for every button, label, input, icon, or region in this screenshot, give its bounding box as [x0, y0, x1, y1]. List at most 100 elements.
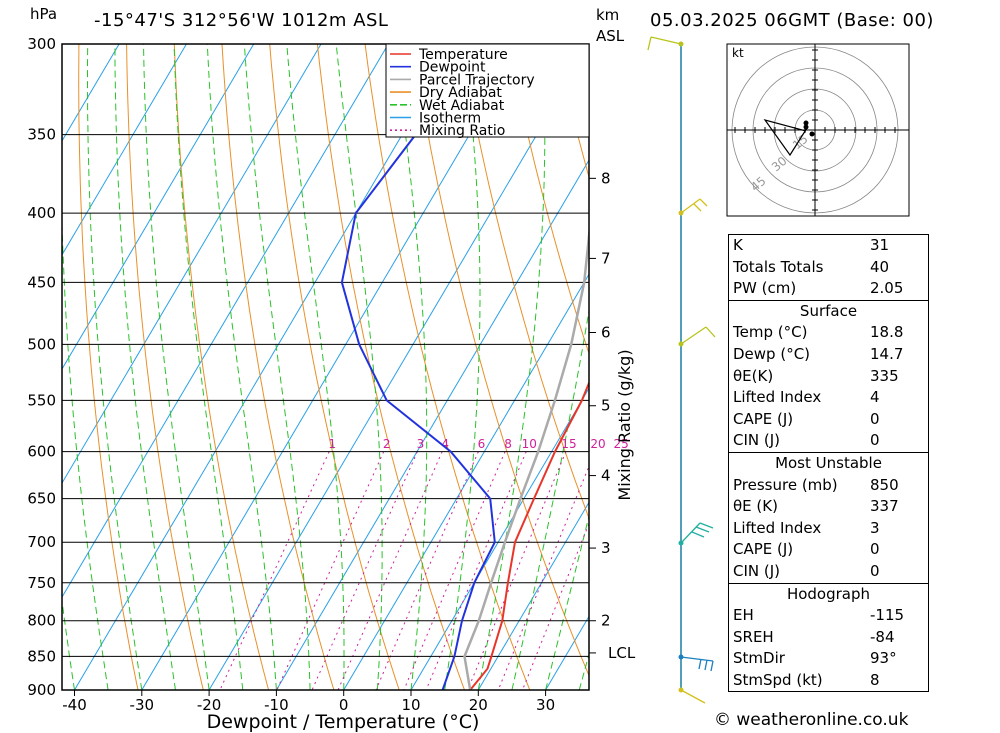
- mixing-ratio-line: [337, 451, 443, 690]
- wet-adiabat-line: [62, 205, 109, 690]
- km-tick-label: 7: [601, 249, 611, 267]
- table-row: CIN (J) 0: [729, 430, 928, 452]
- hodograph-unit-label: kt: [732, 46, 744, 60]
- wet-adiabat-line: [444, 44, 481, 690]
- table-row: SREH -84: [729, 627, 928, 649]
- row-label: Pressure (mb): [733, 475, 838, 494]
- row-value: 4: [870, 388, 880, 407]
- km-asl-label: km ASL: [596, 5, 624, 47]
- datetime-title: 05.03.2025 06GMT (Base: 00): [650, 10, 934, 31]
- x-tick-label: 20: [469, 696, 488, 714]
- temperature-profile: [469, 380, 589, 690]
- pressure-tick-label: 650: [27, 490, 56, 508]
- row-value: 31: [870, 236, 890, 254]
- mixing-ratio-label: 20: [590, 437, 605, 451]
- row-label: StmDir: [733, 649, 785, 668]
- row-label: CAPE (J): [733, 409, 794, 428]
- legend-label: Parcel Trajectory: [419, 72, 535, 88]
- axis-ticks: -40 -30 -20 -10 0 10 20 30: [62, 690, 555, 714]
- pressure-tick-label: 550: [27, 391, 56, 409]
- wet-adiabat-line: [511, 307, 589, 690]
- table-row: Lifted Index 4: [729, 387, 928, 409]
- x-tick-label: 30: [536, 696, 555, 714]
- row-label: θE(K): [733, 366, 774, 385]
- km-label: km: [596, 6, 620, 24]
- mixing-ratio-label: 8: [504, 437, 512, 451]
- wind-level-marker: [678, 41, 684, 47]
- mixing-ratio-labels: 1 2 3 4 6 8 10 15 20 25: [328, 437, 628, 451]
- isotherm-line: [275, 159, 589, 690]
- parcel-trajectory-profile: [463, 224, 589, 690]
- mixing-ratio-line: [522, 522, 589, 690]
- pressure-tick-label: 900: [27, 681, 56, 699]
- pressure-tick-label: 700: [27, 533, 56, 551]
- sounding-profiles: [340, 44, 589, 690]
- row-label: PW (cm): [733, 279, 797, 298]
- wind-level-marker: [678, 341, 684, 347]
- row-label: K: [733, 236, 743, 254]
- mixing-ratio-label: 3: [417, 437, 425, 451]
- table-row: K 31: [729, 235, 928, 257]
- wet-adiabat-line: [173, 44, 244, 690]
- row-label: StmSpd (kt): [733, 670, 823, 689]
- wind-level-marker: [678, 654, 684, 660]
- table-row: Lifted Index 3: [729, 518, 928, 540]
- row-label: θE (K): [733, 497, 778, 516]
- row-label: Lifted Index: [733, 388, 822, 407]
- table-row: Pressure (mb) 850: [729, 475, 928, 497]
- pressure-tick-label: 350: [27, 126, 56, 144]
- pressure-tick-label: 750: [27, 574, 56, 592]
- mixing-ratio-label: 1: [328, 437, 336, 451]
- table-row: CAPE (J) 0: [729, 539, 928, 561]
- row-label: Totals Totals: [733, 257, 824, 276]
- isotherm-line: [62, 44, 120, 142]
- row-label: EH: [733, 606, 754, 625]
- row-label: Temp (°C): [733, 323, 808, 342]
- row-value: -115: [870, 606, 905, 625]
- pressure-tick-label: 450: [27, 273, 56, 291]
- row-label: CIN (J): [733, 561, 781, 580]
- table-row: θE(K) 335: [729, 366, 928, 388]
- row-value: 93°: [870, 649, 897, 668]
- km-tick-label: 6: [601, 323, 611, 341]
- wet-adiabat-line: [114, 44, 176, 690]
- row-label: Dewp (°C): [733, 344, 811, 363]
- pressure-tick-label: 800: [27, 612, 56, 630]
- km-tick-label: 8: [601, 169, 611, 187]
- table-row: Totals Totals 40: [729, 257, 928, 279]
- mixing-ratio-label: 15: [561, 437, 576, 451]
- isotherm-line: [62, 44, 322, 485]
- legend-label: Mixing Ratio: [419, 123, 505, 139]
- x-tick-label: 0: [339, 696, 349, 714]
- mixing-ratio-line: [219, 451, 330, 690]
- copyright-footer[interactable]: © weatheronline.co.uk: [714, 710, 909, 730]
- height-axis: 8 7 6 5 4 3 2 LCL: [589, 169, 636, 662]
- isotherm-line: [62, 44, 187, 256]
- row-label: Lifted Index: [733, 518, 822, 537]
- mixing-ratio-label: 2: [383, 437, 391, 451]
- dry-adiabat-line: [937, 44, 1000, 690]
- dry-adiabat-line: [173, 44, 270, 690]
- legend-label: Isotherm: [419, 111, 481, 127]
- mixing-ratio-label: 4: [441, 437, 449, 451]
- wind-barb: [680, 656, 714, 672]
- legend-box: [385, 43, 590, 138]
- x-tick-label: -30: [130, 696, 155, 714]
- wind-barb: [647, 36, 682, 51]
- pressure-tick-label: 850: [27, 647, 56, 665]
- table-row: PW (cm) 2.05: [729, 278, 928, 300]
- row-value: 3: [870, 518, 880, 537]
- isotherm-line: [62, 44, 389, 599]
- row-value: 0: [870, 431, 880, 450]
- row-value: 850: [870, 475, 899, 494]
- asl-label: ASL: [596, 27, 625, 45]
- x-tick-label: -40: [62, 696, 87, 714]
- table-row: StmSpd (kt) 8: [729, 670, 928, 692]
- table-row: CIN (J) 0: [729, 561, 928, 583]
- row-value: 2.05: [870, 279, 904, 298]
- pressure-tick-label: 600: [27, 443, 56, 461]
- mixing-ratio-line: [467, 451, 567, 690]
- x-tick-label: 10: [401, 696, 420, 714]
